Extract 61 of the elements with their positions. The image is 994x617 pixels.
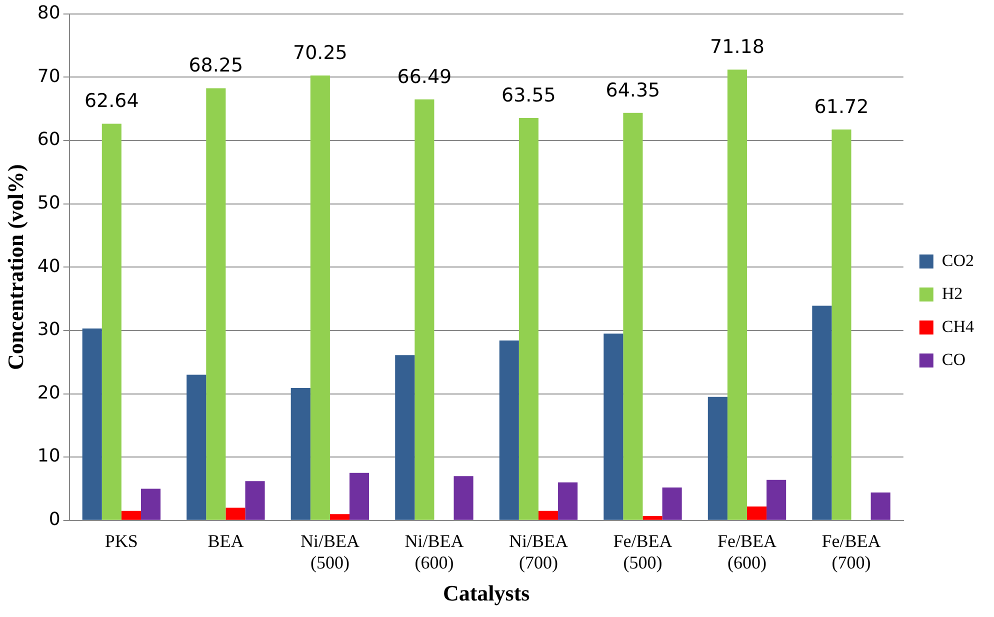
bar [290,388,310,520]
bar [121,510,141,520]
x-tick-label: Ni/BEA (500) [300,530,360,573]
bar [746,506,767,520]
bar [766,480,786,520]
bar [499,340,519,520]
data-label: 61.72 [814,96,869,118]
bar [623,112,643,520]
y-tick-label: 0 [48,509,60,530]
y-tick-label: 80 [37,2,60,24]
bar [206,88,226,520]
bar [727,70,747,520]
bar [662,487,682,520]
bar [140,488,161,520]
bar [226,508,246,520]
bar [538,510,558,520]
data-label: 64.35 [606,79,660,102]
legend-label: CO [942,350,966,369]
y-tick-label: 50 [37,192,60,214]
bar [330,514,350,520]
data-label: 70.25 [292,42,348,64]
bar [708,396,728,520]
y-tick-label: 70 [37,66,60,87]
bar [870,492,890,520]
y-tick-label: 10 [37,446,60,467]
y-tick-label: 40 [37,256,60,277]
bar [350,472,370,520]
data-label: 62.64 [84,90,139,112]
bar [186,374,206,520]
y-tick-label: 60 [37,129,60,150]
bar [812,306,832,520]
x-tick-label: PKS [104,530,138,551]
bar [454,476,474,520]
data-label: 63.55 [501,84,556,106]
data-label: 68.25 [188,54,244,77]
bar [245,481,265,520]
bar [558,482,578,520]
bar [642,516,662,520]
bar [832,130,852,520]
bar [395,355,415,520]
x-tick-label: BEA [208,530,244,551]
x-tick-label: Ni/BEA (700) [508,530,568,573]
y-axis-title: Concentration (vol%) [2,164,28,370]
legend-label: H2 [942,284,963,303]
legend-label: CO2 [942,250,974,270]
x-tick-label: Fe/BEA (500) [613,530,672,573]
bar [102,124,122,520]
bar [414,99,434,520]
y-tick-label: 30 [37,319,60,340]
x-tick-label: Fe/BEA (700) [822,530,881,573]
x-tick-label: Ni/BEA (600) [404,530,464,573]
y-tick-label: 20 [37,382,60,404]
bar [82,328,102,520]
x-tick-label: Fe/BEA (600) [717,530,776,573]
data-label: 66.49 [397,66,452,88]
bar [604,334,624,520]
legend-label: CH4 [942,316,974,336]
bar [518,118,538,520]
data-label: 71.18 [710,36,764,58]
x-axis-title: Catalysts [442,580,530,606]
bar [310,76,330,520]
